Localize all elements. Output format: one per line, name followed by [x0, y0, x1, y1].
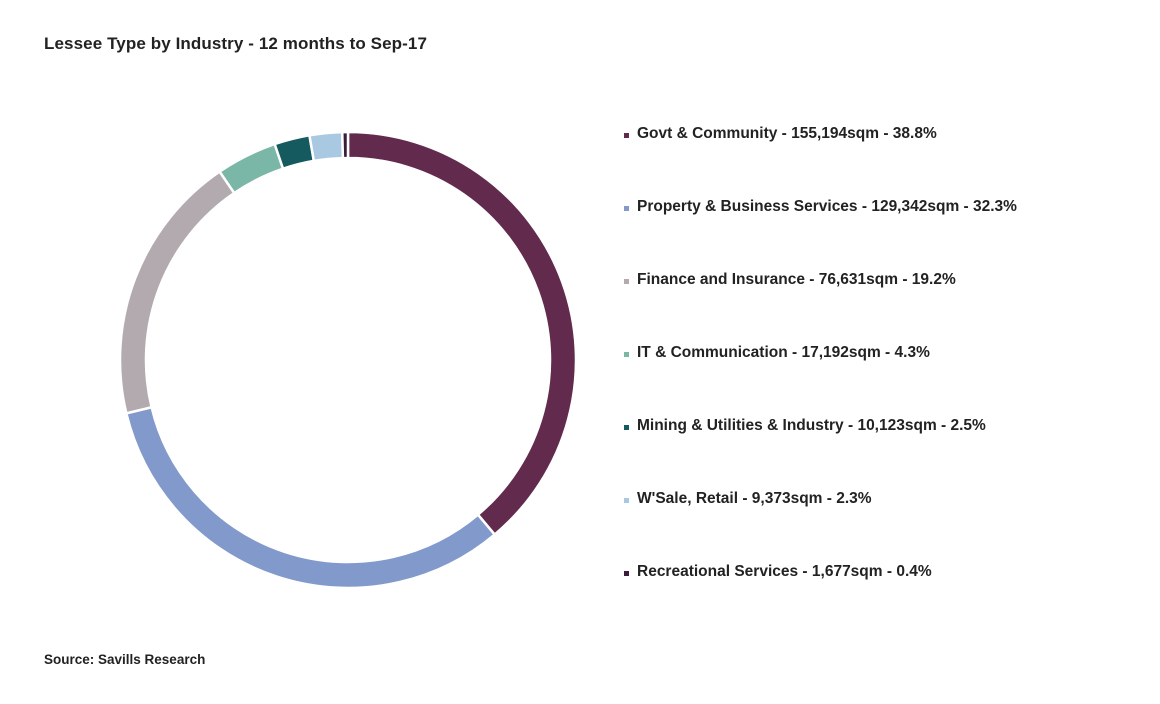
legend-item: Property & Business Services - 129,342sq… — [620, 198, 1017, 271]
legend-label: W'Sale, Retail - 9,373sqm - 2.3% — [637, 490, 872, 507]
legend-swatch — [624, 133, 629, 138]
donut-slice — [307, 130, 345, 163]
legend-label: Finance and Insurance - 76,631sqm - 19.2… — [637, 271, 956, 288]
legend-swatch — [624, 425, 629, 430]
chart-title: Lessee Type by Industry - 12 months to S… — [44, 34, 428, 53]
legend-label: Property & Business Services - 129,342sq… — [637, 198, 1017, 215]
legend-label: Mining & Utilities & Industry - 10,123sq… — [637, 417, 986, 434]
donut-slice — [273, 133, 316, 171]
legend-swatch — [624, 571, 629, 576]
legend-item: Finance and Insurance - 76,631sqm - 19.2… — [620, 271, 1017, 344]
legend-label: IT & Communication - 17,192sqm - 4.3% — [637, 344, 930, 361]
donut-chart — [118, 130, 578, 590]
donut-slice — [124, 405, 497, 590]
donut-slice — [118, 169, 236, 415]
legend-label: Recreational Services - 1,677sqm - 0.4% — [637, 563, 932, 580]
donut-slices — [118, 130, 578, 590]
source-note: Source: Savills Research — [44, 652, 206, 667]
legend-swatch — [624, 206, 629, 211]
legend-label: Govt & Community - 155,194sqm - 38.8% — [637, 125, 937, 142]
legend-item: Mining & Utilities & Industry - 10,123sq… — [620, 417, 1017, 490]
legend-item: IT & Communication - 17,192sqm - 4.3% — [620, 344, 1017, 417]
legend-swatch — [624, 279, 629, 284]
donut-slice — [217, 142, 285, 195]
legend-item: Recreational Services - 1,677sqm - 0.4% — [620, 563, 1017, 636]
legend-item: W'Sale, Retail - 9,373sqm - 2.3% — [620, 490, 1017, 563]
legend-swatch — [624, 498, 629, 503]
chart-legend: Govt & Community - 155,194sqm - 38.8% Pr… — [620, 125, 1017, 636]
donut-slice — [340, 130, 350, 160]
legend-swatch — [624, 352, 629, 357]
legend-item: Govt & Community - 155,194sqm - 38.8% — [620, 125, 1017, 198]
donut-slice — [346, 130, 578, 537]
